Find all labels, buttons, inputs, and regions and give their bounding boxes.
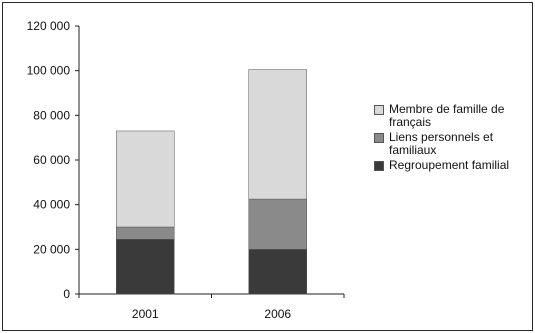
- y-tick-label: 120 000: [27, 19, 71, 33]
- y-tick-label: 60 000: [33, 153, 70, 167]
- legend-swatch-regroupement: [374, 161, 384, 171]
- legend: Membre de famille de français Liens pers…: [374, 103, 534, 174]
- legend-item-regroupement: Regroupement familial: [374, 159, 534, 172]
- y-tick-label: 20 000: [33, 242, 70, 256]
- bar-segment-2006-0: [248, 249, 307, 295]
- bar-segment-2001-0: [116, 239, 175, 295]
- bar-segment-2001-2: [116, 130, 175, 228]
- legend-label-membre-de-famille: Membre de famille de français: [389, 102, 505, 129]
- legend-swatch-membre-de-famille: [374, 105, 384, 115]
- y-tick-label: 80 000: [33, 108, 70, 122]
- y-tick-label: 40 000: [33, 198, 70, 212]
- bar-segment-2006-1: [248, 198, 307, 250]
- x-category-label: 2006: [264, 307, 291, 321]
- legend-label-regroupement: Regroupement familial: [389, 158, 510, 172]
- legend-swatch-liens-personnels: [374, 133, 384, 143]
- legend-item-liens-personnels: Liens personnels et familiaux: [374, 131, 534, 157]
- y-tick-label: 100 000: [27, 64, 71, 78]
- bar-segment-2006-2: [248, 69, 307, 200]
- y-tick-label: 0: [63, 287, 70, 301]
- legend-label-liens-personnels: Liens personnels et familiaux: [389, 130, 494, 157]
- bar-segment-2001-1: [116, 226, 175, 240]
- legend-item-membre-de-famille: Membre de famille de français: [374, 103, 534, 129]
- x-category-label: 2001: [132, 307, 159, 321]
